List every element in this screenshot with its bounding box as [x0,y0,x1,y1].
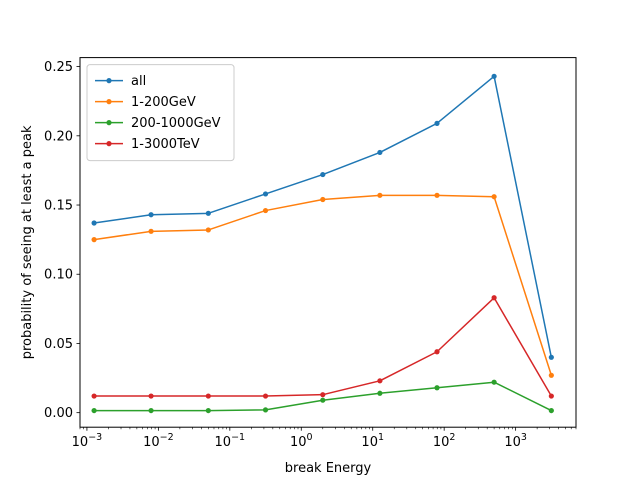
data-point [262,407,269,413]
data-point [377,378,383,384]
x-tick-exponent: 2 [449,432,455,443]
x-tick-base: 10 [433,435,450,450]
x-tick-label: 10−1 [215,432,246,450]
x-tick-label: 103 [504,432,527,450]
data-point [91,407,97,414]
data-point [148,393,154,399]
legend-marker [106,141,112,147]
x-tick-exponent: −2 [160,432,174,443]
data-point [262,191,269,197]
data-point [548,393,554,399]
data-point [491,194,497,200]
data-point [434,192,440,198]
x-tick-base: 10 [72,435,89,450]
legend-item: all [95,74,146,89]
x-tick-exponent: −3 [88,432,102,443]
y-tick-label: 0.05 [44,337,73,352]
data-point [320,397,326,403]
data-point [148,407,154,414]
data-point [262,207,269,214]
data-point [491,379,497,385]
data-point [434,385,440,391]
data-point [434,349,440,355]
series-200-1000gev [91,379,554,414]
y-tick-label: 0.25 [44,60,73,75]
legend-item: 1-3000TeV [95,137,200,152]
data-point [91,393,97,399]
x-tick-exponent: 1 [378,432,384,443]
data-point [434,120,440,126]
data-point [548,407,554,414]
data-point [148,228,154,234]
legend-marker [106,120,112,126]
x-tick-base: 10 [215,435,232,450]
x-tick-label: 101 [361,432,384,450]
legend: all 1-200GeV 200-1000GeV 1-3000TeV [86,64,235,162]
y-tick-label: 0.10 [44,268,73,283]
series-1-3000tev [91,295,554,399]
data-point [205,393,211,399]
y-tick-label: 0.15 [44,199,73,214]
legend-marker [106,78,112,84]
x-axis-label: break Energy [285,461,372,476]
x-tick-exponent: 0 [307,432,313,443]
data-point [320,196,326,203]
data-point [320,171,326,178]
data-point [548,372,554,378]
x-tick-label: 10−3 [72,432,103,450]
legend-item: 200-1000GeV [95,116,221,131]
y-tick-label: 0.20 [44,129,73,144]
legend-label: all [131,74,146,89]
y-tick-label: 0.00 [44,406,73,421]
data-point [548,354,554,360]
data-point [205,407,211,414]
x-tick-label: 10−2 [143,432,174,450]
legend-box [86,64,235,162]
legend-label: 1-200GeV [131,95,196,110]
legend-item: 1-200GeV [95,95,196,110]
x-tick-exponent: −1 [231,432,245,443]
x-tick-base: 10 [290,435,307,450]
chart-series [91,73,554,414]
plot-frame [79,57,577,428]
y-axis-label: probability of seeing at least a peak [20,125,35,359]
data-point [205,227,211,233]
data-point [205,210,211,216]
legend-label: 1-3000TeV [131,137,200,152]
data-point [262,393,269,399]
series-1-200gev [91,192,554,378]
series-line [94,297,552,397]
x-tick-exponent: 3 [521,432,527,443]
data-point [377,390,383,396]
x-tick-label: 102 [433,432,456,450]
axis-ticks: 10−3 10−2 10−1 100 101 102 1030.000.050.100.15… [44,60,577,450]
series-line [93,194,553,376]
data-point [91,220,97,226]
x-tick-base: 10 [143,435,160,450]
data-point [148,212,154,218]
data-point [491,295,497,301]
data-point [91,237,97,243]
series-all [91,73,554,360]
data-point [491,73,497,79]
x-tick-base: 10 [361,435,378,450]
data-point [377,149,383,156]
data-point [377,192,383,198]
legend-marker [106,99,112,105]
data-point [320,392,326,398]
x-tick-label: 100 [290,432,313,450]
x-tick-base: 10 [504,435,521,450]
legend-label: 200-1000GeV [131,116,221,131]
